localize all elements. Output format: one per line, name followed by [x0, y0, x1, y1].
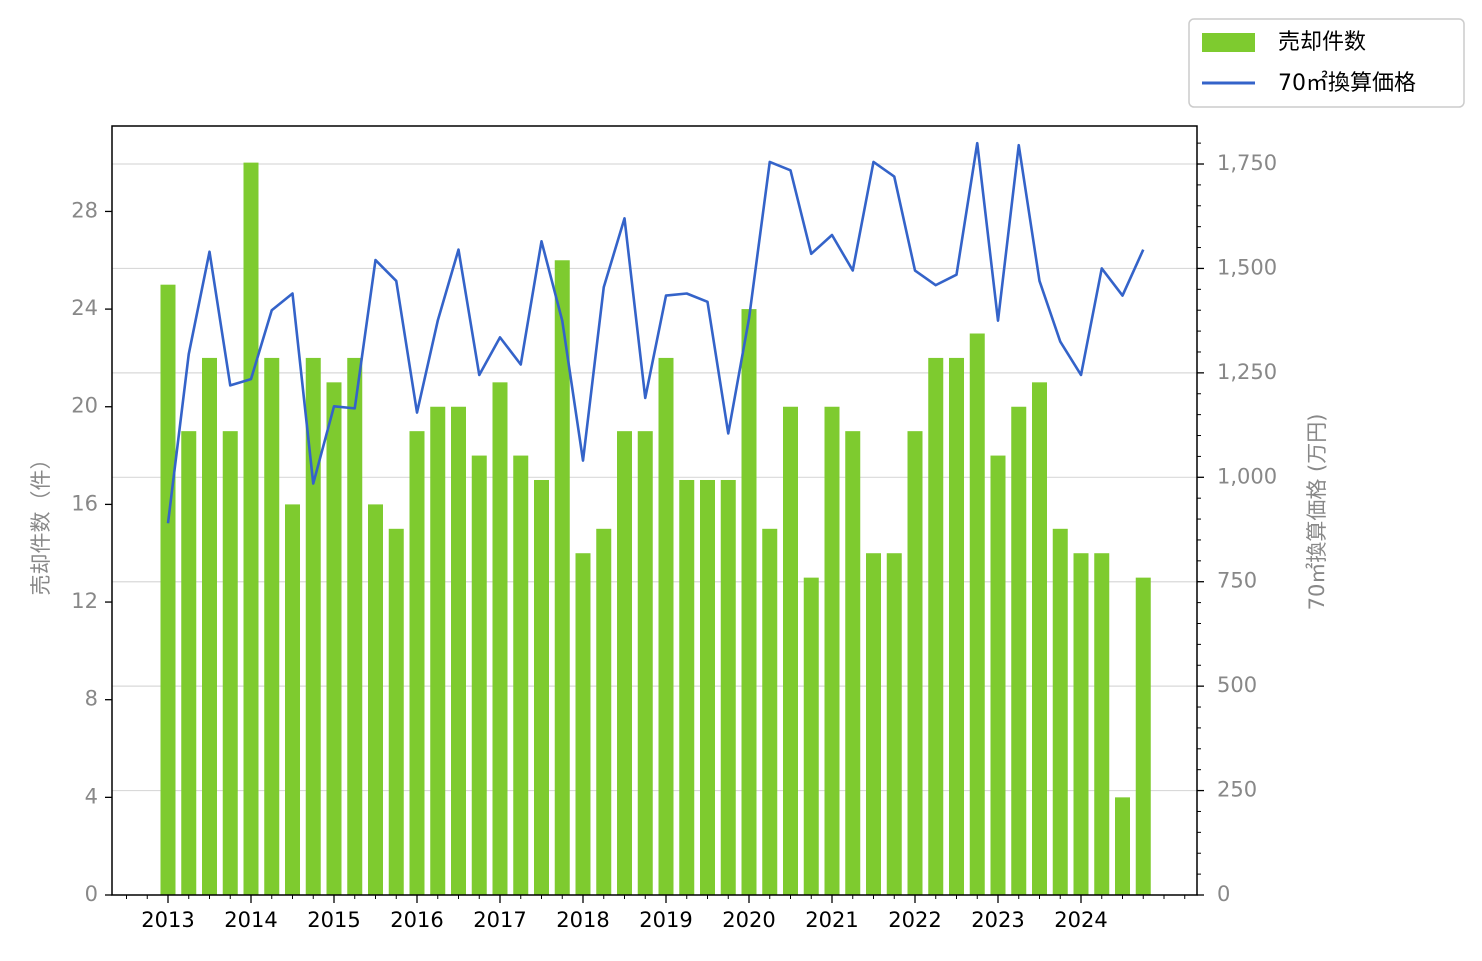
bar	[575, 553, 591, 895]
bar	[1135, 577, 1151, 895]
legend-box	[1188, 18, 1465, 108]
right-tick-label: 250	[1217, 778, 1257, 802]
bar	[741, 309, 757, 896]
bar	[679, 479, 695, 895]
left-tick-label: 16	[71, 491, 98, 515]
bar	[222, 431, 238, 895]
bar	[1052, 528, 1068, 895]
x-tick-label: 2023	[971, 908, 1024, 932]
x-tick-label: 2016	[390, 908, 443, 932]
x-tick-label: 2021	[805, 908, 858, 932]
bar	[803, 577, 819, 895]
right-tick-label: 0	[1217, 882, 1230, 906]
bar	[430, 406, 446, 895]
bar	[762, 528, 778, 895]
bar	[368, 504, 383, 895]
bar	[1115, 797, 1130, 895]
x-tick-label: 2013	[141, 908, 194, 932]
left-tick-label: 4	[85, 784, 98, 808]
bar	[1032, 382, 1047, 895]
bar	[617, 431, 632, 895]
bar-series	[160, 162, 1151, 896]
left-tick-label: 24	[71, 296, 98, 320]
bar	[181, 431, 197, 895]
bar	[534, 479, 549, 895]
bar	[326, 382, 342, 895]
right-axis: 0 250 500 750 1,000 1,250 1,500 1,750	[1197, 142, 1277, 906]
x-tick-label: 2014	[224, 908, 277, 932]
right-tick-label: 1,250	[1217, 360, 1277, 384]
legend-bar-label: 売却件数	[1278, 30, 1366, 55]
bar	[264, 357, 280, 895]
left-tick-label: 0	[85, 882, 98, 906]
bar	[471, 455, 487, 895]
right-tick-label: 1,750	[1217, 151, 1277, 175]
bar	[596, 528, 612, 895]
bar	[700, 479, 715, 895]
x-tick-label: 2018	[556, 908, 609, 932]
bar	[783, 406, 798, 895]
bar	[409, 431, 425, 895]
x-tick-label: 2019	[639, 908, 692, 932]
bar	[969, 333, 985, 895]
price-line	[166, 141, 1145, 524]
bar	[886, 553, 902, 895]
x-tick-label: 2020	[722, 908, 775, 932]
bar	[1011, 406, 1027, 895]
x-axis: 2013 2014 2015 2016 2017 2018 2019 2020 2021 2022…	[126, 895, 1186, 932]
bar	[907, 431, 923, 895]
bar	[845, 431, 861, 895]
bar	[347, 357, 363, 895]
left-tick-label: 28	[71, 198, 98, 222]
left-axis-title: 売却件数（件）	[29, 449, 53, 596]
legend-line-label: 70㎡換算価格	[1278, 70, 1416, 96]
bar	[554, 260, 570, 895]
bar	[305, 357, 321, 895]
bar	[513, 455, 529, 895]
legend: 売却件数 70㎡換算価格	[1188, 18, 1465, 108]
left-tick-label: 12	[71, 589, 98, 613]
bar	[202, 357, 217, 895]
bar	[866, 553, 881, 895]
left-axis: 0 4 8 12 16 20 24 28	[71, 198, 112, 906]
bar	[160, 284, 176, 896]
bar	[492, 382, 508, 895]
bar	[1073, 553, 1089, 895]
bar	[637, 431, 653, 895]
right-axis-title: 70㎡換算価格 (万円)	[1305, 414, 1329, 611]
right-tick-label: 1,000	[1217, 464, 1277, 488]
right-tick-label: 1,500	[1217, 255, 1277, 279]
bar	[451, 406, 466, 895]
bar	[243, 162, 259, 896]
x-tick-label: 2024	[1054, 908, 1107, 932]
legend-bar-swatch	[1202, 33, 1255, 52]
bar	[928, 357, 944, 895]
bar	[658, 357, 674, 895]
plot-frame	[111, 125, 1198, 896]
x-tick-label: 2017	[473, 908, 526, 932]
bar	[720, 479, 736, 895]
bar	[949, 357, 964, 895]
right-tick-label: 750	[1217, 569, 1257, 593]
bar	[824, 406, 840, 895]
bar	[1094, 553, 1110, 895]
left-tick-label: 20	[71, 394, 98, 418]
line-series	[166, 141, 1145, 524]
left-tick-label: 8	[85, 687, 98, 711]
right-tick-label: 500	[1217, 673, 1257, 697]
bar	[990, 455, 1006, 895]
x-tick-label: 2022	[888, 908, 941, 932]
bar	[285, 504, 300, 895]
x-tick-label: 2015	[307, 908, 360, 932]
bar	[388, 528, 404, 895]
